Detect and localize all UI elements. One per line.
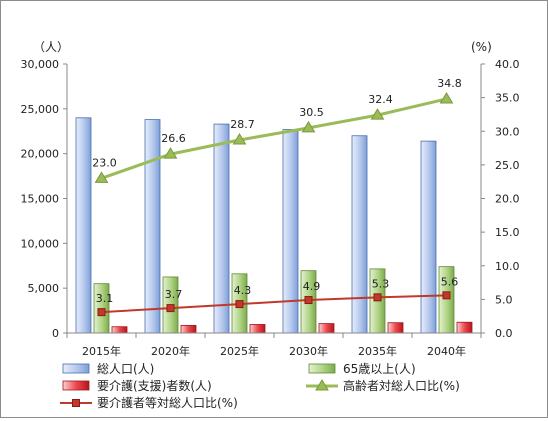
x-category-label: 2015年 [82, 344, 121, 358]
bar-2-0 [111, 326, 128, 334]
x-category-label: 2030年 [289, 344, 328, 358]
line-point-1-2 [235, 300, 244, 309]
legend-swatch [62, 363, 90, 374]
legend-marker [72, 399, 80, 407]
line-series-0 [101, 97, 447, 180]
bar-0-5 [420, 140, 437, 334]
bar-0-0 [75, 117, 92, 334]
data-label-0-4: 32.4 [368, 93, 393, 106]
bar-2-1 [180, 324, 197, 334]
left-tick-label: 25,000 [21, 103, 60, 116]
line-point-1-5 [442, 291, 451, 300]
left-tick-label: 10,000 [21, 237, 60, 250]
line-point-0-2 [232, 133, 247, 145]
right-tick-label: 15.0 [495, 226, 520, 239]
left-tick-label: 0 [52, 327, 59, 340]
bar-2-3 [318, 323, 335, 334]
right-tick-label: 40.0 [495, 58, 520, 71]
legend-swatch [62, 380, 90, 391]
right-tick-label: 25.0 [495, 159, 520, 172]
data-label-0-1: 26.6 [161, 132, 186, 145]
legend-swatch [308, 363, 336, 374]
x-category-label: 2025年 [220, 344, 259, 358]
data-label-0-5: 34.8 [437, 77, 462, 90]
legend-label: 要介護(支援)者数(人) [97, 378, 212, 393]
left-axis-unit: （人） [33, 40, 69, 54]
data-label-0-2: 28.7 [230, 118, 255, 131]
left-tick-label: 20,000 [21, 148, 60, 161]
data-label-1-3: 4.9 [303, 280, 321, 293]
bar-2-4 [387, 322, 404, 334]
x-category-label: 2020年 [151, 344, 190, 358]
line-point-0-3 [301, 120, 316, 133]
line-point-0-4 [370, 108, 385, 120]
data-label-1-0: 3.1 [96, 292, 114, 305]
legend-label: 65歳以上(人) [343, 362, 416, 376]
line-point-1-0 [97, 308, 106, 317]
data-label-1-1: 3.7 [165, 288, 183, 301]
bar-0-2 [213, 123, 230, 334]
legend-marker [315, 379, 329, 391]
line-point-1-4 [373, 293, 382, 302]
bar-0-3 [282, 129, 299, 334]
right-tick-label: 35.0 [495, 92, 520, 105]
left-tick-label: 30,000 [21, 58, 60, 71]
legend-label: 総人口(人) [97, 362, 154, 376]
line-point-1-3 [304, 296, 313, 305]
data-label-1-2: 4.3 [234, 284, 252, 297]
right-axis-unit: (%) [471, 40, 492, 54]
line-point-0-0 [94, 171, 109, 183]
left-tick-label: 5,000 [28, 282, 60, 295]
right-tick-label: 10.0 [495, 260, 520, 273]
x-category-label: 2035年 [358, 344, 397, 358]
line-series-1 [101, 294, 447, 314]
bar-2-5 [456, 321, 473, 334]
right-tick-label: 0.0 [495, 327, 513, 340]
left-tick-label: 15,000 [21, 193, 60, 206]
legend-label: 高齢者対総人口比(%) [343, 378, 460, 393]
bar-2-2 [249, 324, 266, 334]
line-point-0-1 [163, 147, 178, 159]
right-tick-label: 20.0 [495, 193, 520, 206]
right-tick-label: 30.0 [495, 125, 520, 138]
data-label-0-3: 30.5 [299, 106, 324, 119]
legend-label: 要介護者等対総人口比(%) [97, 395, 238, 410]
x-category-label: 2040年 [427, 344, 466, 358]
right-tick-label: 5.0 [495, 293, 513, 306]
bar-0-4 [351, 135, 368, 334]
data-label-1-5: 5.6 [441, 275, 459, 288]
data-label-0-0: 23.0 [92, 156, 117, 169]
data-label-1-4: 5.3 [372, 277, 390, 290]
line-point-1-1 [166, 304, 175, 313]
line-point-0-5 [439, 91, 454, 104]
bar-0-1 [144, 119, 161, 334]
